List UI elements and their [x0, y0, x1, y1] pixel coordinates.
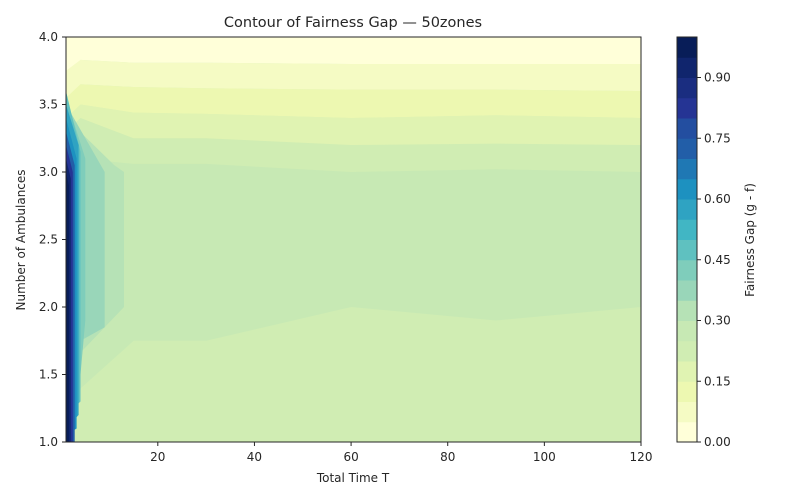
- chart-title: Contour of Fairness Gap — 50zones: [224, 15, 482, 31]
- colorbar-tick-label: 0.30: [704, 314, 731, 328]
- x-axis: 20 40 60 80 100 120: [150, 442, 652, 464]
- x-tick-label: 80: [440, 450, 455, 464]
- x-tick-label: 60: [343, 450, 358, 464]
- y-tick-label: 1.5: [39, 368, 58, 382]
- colorbar-tick-label: 0.75: [704, 131, 731, 145]
- colorbar-segment: [677, 199, 697, 220]
- colorbar-segment: [677, 77, 697, 99]
- colorbar-segment: [677, 340, 697, 362]
- y-tick-label: 4.0: [39, 30, 58, 44]
- colorbar-segment: [677, 280, 697, 301]
- y-tick-label: 2.0: [39, 300, 58, 314]
- colorbar-segment: [677, 361, 697, 382]
- contour-plateau: [66, 145, 641, 402]
- colorbar-label: Fairness Gap (g - f): [743, 183, 757, 297]
- colorbar-frame: [676, 36, 698, 443]
- y-tick-label: 2.5: [39, 233, 58, 247]
- colorbar-segment: [677, 178, 697, 200]
- y-axis-label: Number of Ambulances: [14, 169, 28, 310]
- colorbar-segment: [677, 158, 697, 180]
- colorbar-segment: [677, 300, 697, 321]
- contour-band-top-4: [66, 37, 641, 98]
- x-tick-label: 100: [533, 450, 556, 464]
- contour-band-top-2: [66, 43, 641, 145]
- colorbar-tick-label: 0.45: [704, 253, 731, 267]
- colorbar-tick-label: 0.00: [704, 435, 731, 449]
- y-tick-label: 3.0: [39, 165, 58, 179]
- colorbar-tick-label: 0.90: [704, 71, 731, 85]
- y-tick-label: 1.0: [39, 435, 58, 449]
- colorbar-segment: [677, 421, 697, 443]
- colorbar-segment: [677, 138, 697, 159]
- contour-band-top-3: [66, 37, 641, 118]
- colorbar-tick-label: 0.15: [704, 374, 731, 388]
- colorbar-segment: [677, 57, 697, 78]
- x-tick-label: 120: [630, 450, 653, 464]
- colorbar-segment: [677, 219, 697, 240]
- plot-area: [66, 37, 641, 442]
- contour-wedge-10: [66, 172, 69, 442]
- x-tick-label: 40: [247, 450, 262, 464]
- colorbar-segment: [677, 320, 697, 342]
- colorbar-segment: [677, 97, 697, 119]
- colorbar: 0.00 0.15 0.30 0.45 0.60 0.75 0.90: [677, 37, 731, 449]
- colorbar-segment: [677, 381, 697, 402]
- colorbar-segment: [677, 118, 697, 139]
- colorbar-tick-label: 0.60: [704, 192, 731, 206]
- x-axis-label: Total Time T: [316, 471, 390, 485]
- contour-layer: [66, 37, 641, 442]
- y-tick-label: 3.5: [39, 98, 58, 112]
- colorbar-segment: [677, 37, 697, 58]
- colorbar-segment: [677, 239, 697, 261]
- colorbar-segment: [677, 401, 697, 423]
- y-axis: 1.0 1.5 2.0 2.5 3.0 3.5 4.0: [39, 30, 66, 449]
- colorbar-segment: [677, 259, 697, 281]
- contour-band-top-5: [66, 37, 641, 71]
- x-tick-label: 20: [150, 450, 165, 464]
